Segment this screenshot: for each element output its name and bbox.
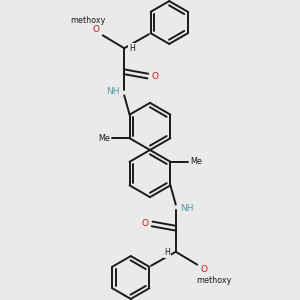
Text: O: O — [93, 26, 100, 34]
Text: H: H — [164, 248, 170, 257]
Text: NH: NH — [180, 204, 194, 213]
Text: O: O — [141, 219, 148, 228]
Text: NH: NH — [106, 87, 120, 96]
Text: O: O — [200, 266, 207, 274]
Text: O: O — [152, 72, 159, 81]
Text: Me: Me — [98, 134, 110, 143]
Text: methoxy: methoxy — [197, 276, 232, 285]
Text: H: H — [129, 44, 135, 53]
Text: Me: Me — [190, 157, 202, 166]
Text: methoxy: methoxy — [70, 16, 106, 25]
